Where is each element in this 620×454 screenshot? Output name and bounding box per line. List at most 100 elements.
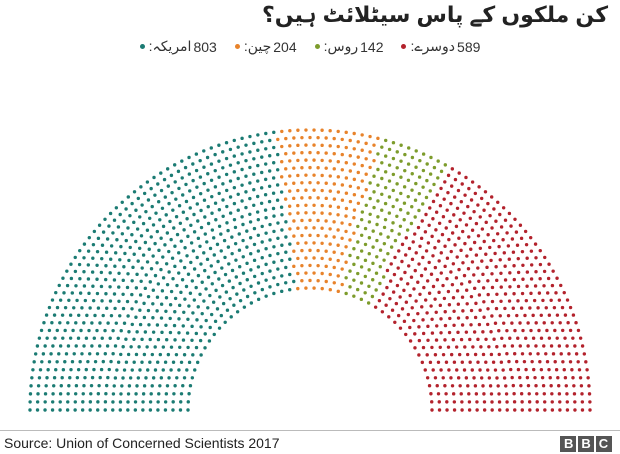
seat-dot [356, 240, 360, 244]
seat-dot [374, 271, 379, 275]
seat-dot [256, 249, 261, 253]
seat-dot [475, 400, 479, 404]
seat-dot [452, 213, 456, 217]
seat-dot [573, 400, 577, 404]
seat-dot [463, 241, 467, 246]
seat-dot [486, 233, 490, 237]
seat-dot [497, 392, 501, 396]
seat-dot [465, 302, 469, 306]
seat-dot [464, 376, 469, 380]
seat-dot [452, 360, 457, 364]
seat-dot [454, 276, 459, 280]
seat-dot [348, 169, 353, 173]
seat-dot [426, 241, 431, 245]
seat-dot [376, 215, 380, 219]
seat-dot [520, 400, 524, 404]
seat-dot [395, 182, 399, 186]
seat-dot [288, 159, 292, 163]
seat-dot [61, 276, 65, 280]
seat-dot [139, 185, 143, 189]
seat-dot [157, 248, 161, 253]
seat-dot [447, 368, 451, 372]
seat-dot [256, 179, 260, 183]
seat-dot [271, 191, 276, 195]
seat-dot [227, 262, 231, 266]
seat-dot [443, 323, 448, 328]
seat-dot [340, 236, 344, 241]
seat-dot [171, 360, 176, 364]
seat-dot [66, 400, 70, 404]
seat-dot [242, 288, 246, 292]
seat-dot [539, 336, 544, 340]
seat-dot [98, 344, 102, 348]
seat-dot [352, 177, 357, 182]
seat-dot [228, 195, 233, 199]
seat-dot [280, 159, 284, 164]
seat-dot [344, 229, 348, 234]
seat-dot [555, 313, 560, 317]
seat-dot [206, 275, 211, 279]
seat-dot [111, 328, 115, 333]
seat-dot [275, 168, 280, 172]
seat-dot [413, 198, 418, 202]
seat-dot [572, 392, 577, 396]
seat-dot [233, 241, 238, 246]
seat-dot [312, 211, 316, 215]
seat-dot [360, 133, 364, 137]
seat-dot [484, 360, 488, 364]
seat-dot [439, 368, 443, 372]
seat-dot [399, 191, 403, 196]
seat-dot [537, 291, 542, 295]
seat-dot [383, 201, 388, 206]
seat-dot [380, 145, 384, 149]
seat-dot [452, 400, 457, 404]
seat-dot [414, 181, 418, 186]
seat-dot [428, 189, 432, 193]
seat-dot [430, 408, 434, 412]
seat-dot [224, 172, 229, 177]
seat-dot [398, 295, 402, 299]
seat-dot [372, 143, 376, 147]
seat-dot [237, 248, 242, 252]
seat-dot [495, 232, 500, 236]
seat-dot [546, 276, 551, 281]
seat-dot [381, 275, 386, 279]
seat-dot [120, 232, 125, 236]
seat-dot [377, 298, 382, 303]
seat-dot [164, 213, 168, 217]
seat-dot [193, 368, 197, 372]
seat-dot [433, 246, 437, 250]
seat-dot [558, 408, 562, 412]
seat-dot [396, 266, 400, 270]
seat-dot [95, 352, 100, 356]
seat-dot [465, 254, 469, 258]
seat-dot [481, 272, 485, 277]
seat-dot [66, 321, 70, 325]
seat-dot [486, 307, 490, 311]
seat-dot [130, 233, 134, 237]
seat-dot [156, 182, 160, 186]
seat-dot [151, 223, 156, 227]
seat-dot [113, 376, 118, 380]
seat-dot [474, 392, 479, 396]
seat-dot [484, 337, 488, 341]
seat-dot [359, 265, 364, 269]
seat-dot [130, 322, 134, 327]
seat-dot [528, 306, 532, 310]
seat-dot [441, 352, 446, 357]
seat-dot [425, 376, 430, 380]
seat-dot [63, 360, 67, 364]
seat-dot [256, 133, 260, 137]
seat-dot [304, 128, 308, 132]
seat-dot [491, 360, 496, 364]
seat-dot [69, 367, 73, 372]
seat-dot [391, 156, 396, 161]
seat-dot [510, 375, 514, 380]
seat-dot [72, 352, 76, 356]
seat-dot [146, 294, 151, 299]
seat-dot [164, 309, 168, 313]
seat-dot [124, 337, 128, 341]
seat-dot [44, 313, 49, 317]
seat-dot [413, 332, 417, 336]
seat-dot [196, 273, 201, 278]
